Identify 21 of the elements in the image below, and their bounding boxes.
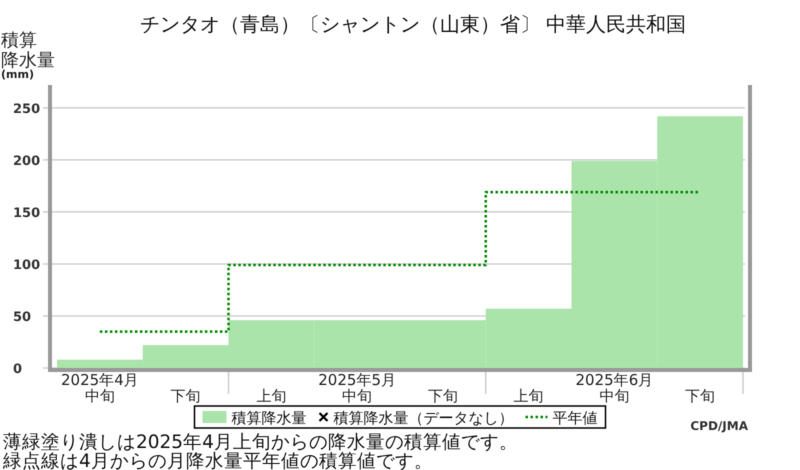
x-tick-label: 2025年6月中旬 bbox=[576, 371, 654, 405]
x-tick-label: 上旬 bbox=[256, 387, 286, 405]
x-tick-label: 上旬 bbox=[514, 387, 544, 405]
x-tick-label: 2025年4月中旬 bbox=[61, 371, 139, 405]
x-tick-label: 下旬 bbox=[170, 387, 201, 405]
y-tick-label: 250 bbox=[13, 102, 40, 117]
x-tick-label: 下旬 bbox=[428, 387, 458, 405]
y-tick-label: 100 bbox=[13, 258, 40, 273]
legend-label: 積算降水量（データなし） bbox=[334, 409, 514, 427]
chart-title: チンタオ（青島）〔シャントン（山東）省〕 中華人民共和国 bbox=[140, 12, 686, 36]
text: 薄緑塗り潰しは2025年4月上旬からの降水量の積算値です。 bbox=[3, 432, 518, 453]
y-tick-label: 150 bbox=[13, 206, 40, 221]
text: CPD/JMA bbox=[690, 419, 749, 433]
y-tick-label: 50 bbox=[13, 310, 32, 325]
y-axis-title: 積算降水量(mm) bbox=[1, 30, 55, 81]
x-tick-label: 2025年5月中旬 bbox=[318, 371, 396, 405]
x-tick-label: 下旬 bbox=[685, 387, 716, 405]
legend-label: 積算降水量 bbox=[232, 409, 306, 427]
y-tick-label: 0 bbox=[13, 362, 22, 377]
y-tick-label: 200 bbox=[13, 154, 40, 169]
legend-label: 平年値 bbox=[552, 409, 598, 427]
